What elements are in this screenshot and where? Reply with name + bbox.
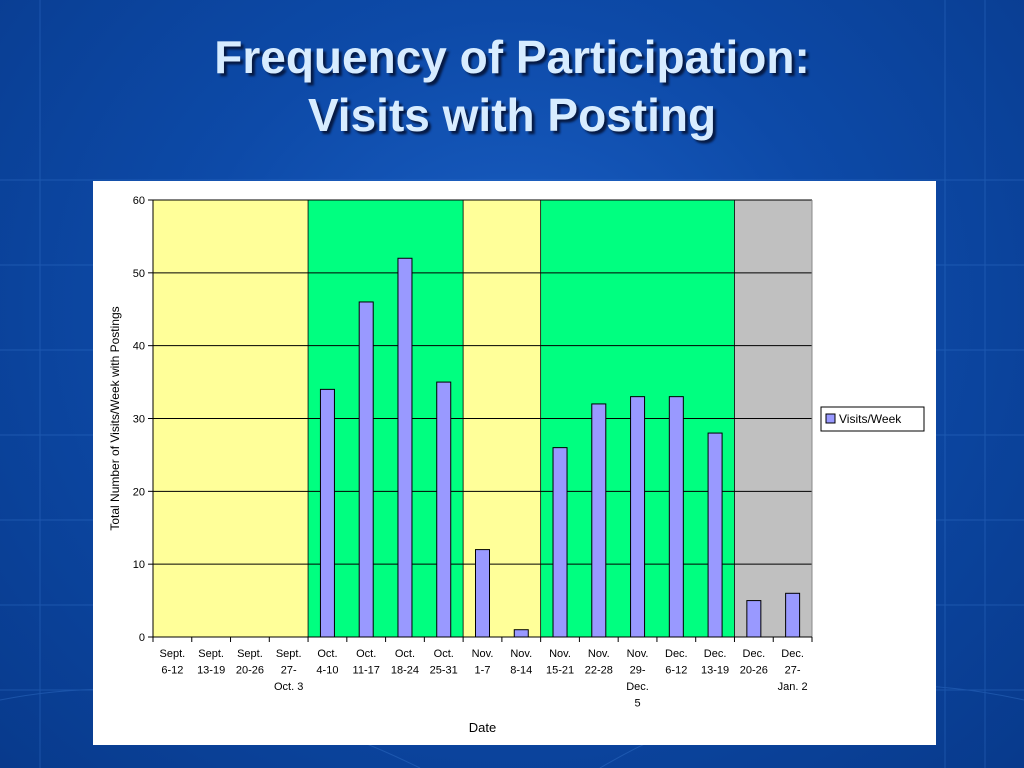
x-tick-label: 11-17 <box>353 665 380 677</box>
x-tick-label: 4-10 <box>316 665 338 677</box>
y-tick-label: 40 <box>133 341 145 353</box>
slide-title: Frequency of Participation: Visits with … <box>0 28 1024 144</box>
bar <box>746 600 762 638</box>
y-tick-label: 30 <box>133 414 145 426</box>
x-tick-label: 6-12 <box>161 665 183 677</box>
bar <box>707 432 723 638</box>
slide-title-line1: Frequency of Participation: <box>214 31 810 83</box>
bar <box>591 403 607 638</box>
x-tick-label: Dec. <box>665 648 688 660</box>
y-tick-label: 50 <box>133 268 145 280</box>
x-tick-label: Dec. <box>626 681 649 693</box>
x-tick-label: Sept. <box>160 648 186 660</box>
x-tick-label: 1-7 <box>475 665 491 677</box>
x-tick-label: 18-24 <box>391 665 419 677</box>
x-tick-label: 27- <box>281 665 297 677</box>
legend-swatch <box>825 413 836 424</box>
bar <box>358 301 374 638</box>
x-tick-label: 25-31 <box>430 665 458 677</box>
y-axis-title: Total Number of Visits/Week with Posting… <box>108 306 122 530</box>
y-tick-label: 60 <box>133 195 145 207</box>
x-tick-label: Dec. <box>704 648 727 660</box>
x-tick-label: Oct. <box>434 648 454 660</box>
x-tick-label: Oct. <box>395 648 415 660</box>
x-tick-label: 8-14 <box>510 665 532 677</box>
x-tick-label: 5 <box>634 698 640 710</box>
x-tick-label: Nov. <box>472 648 494 660</box>
x-tick-label: 13-19 <box>197 665 225 677</box>
x-tick-label: Sept. <box>198 648 224 660</box>
y-tick-label: 20 <box>133 486 145 498</box>
x-tick-label: 22-28 <box>585 665 613 677</box>
bar <box>436 381 452 638</box>
x-tick-label: Sept. <box>276 648 302 660</box>
bar-chart: 0 10 20 30 40 50 60 Sept. 6-12 Sept. 13-19 Sept. 20-… <box>108 195 925 735</box>
x-tick-label: Dec. <box>781 648 804 660</box>
x-tick-label: Nov. <box>588 648 610 660</box>
y-tick-label: 10 <box>133 559 145 571</box>
bar <box>668 396 684 638</box>
bar <box>319 388 335 638</box>
bar <box>552 447 568 638</box>
x-tick-label: Oct. <box>317 648 337 660</box>
x-tick-label: Nov. <box>549 648 571 660</box>
bar <box>785 592 801 638</box>
y-tick-label: 0 <box>139 632 145 644</box>
bar <box>630 396 646 638</box>
legend-label: Visits/Week <box>839 412 902 426</box>
x-tick-label: Oct. 3 <box>274 681 303 693</box>
x-tick-label: 20-26 <box>740 665 768 677</box>
x-axis-title: Date <box>469 720 496 735</box>
x-tick-label: 15-21 <box>546 665 574 677</box>
x-tick-label: 13-19 <box>701 665 729 677</box>
slide-title-line2: Visits with Posting <box>307 89 717 141</box>
chart-panel: 0 10 20 30 40 50 60 Sept. 6-12 Sept. 13-19 Sept. 20-… <box>93 181 936 745</box>
bar <box>397 257 413 638</box>
x-tick-label: 6-12 <box>665 665 687 677</box>
x-tick-label: 20-26 <box>236 665 264 677</box>
x-tick-label: 27- <box>785 665 801 677</box>
bar <box>475 549 490 638</box>
x-tick-label: Nov. <box>510 648 532 660</box>
x-tick-label: Jan. 2 <box>778 681 808 693</box>
legend-box <box>820 406 925 432</box>
x-tick-label: Oct. <box>356 648 376 660</box>
x-tick-label: 29- <box>630 665 646 677</box>
bar <box>513 629 529 638</box>
x-tick-label: Dec. <box>743 648 766 660</box>
x-tick-label: Nov. <box>627 648 649 660</box>
x-tick-label: Sept. <box>237 648 263 660</box>
